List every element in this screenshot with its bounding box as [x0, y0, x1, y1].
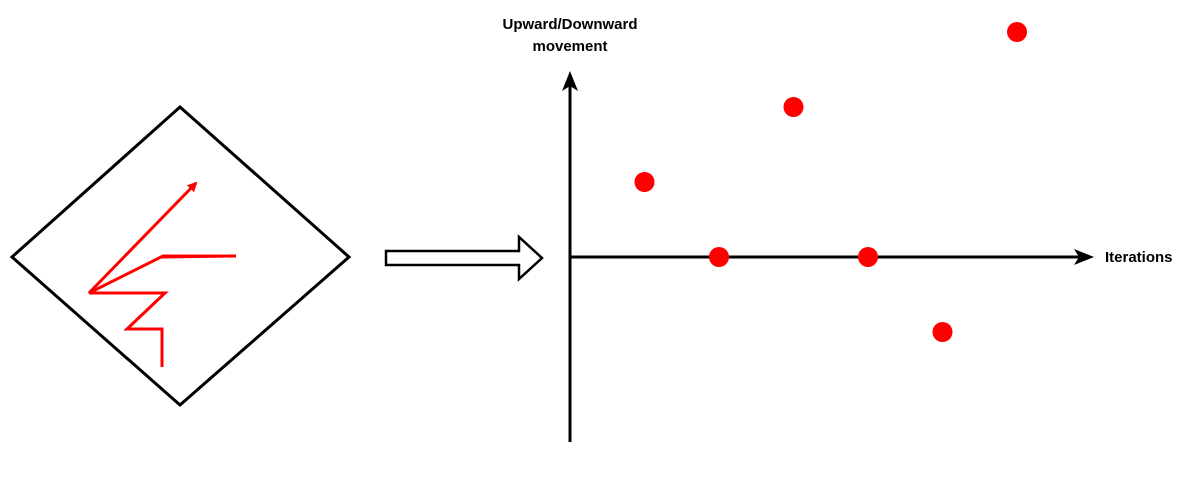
data-point — [634, 172, 655, 192]
data-point — [783, 97, 804, 117]
data-point — [709, 247, 729, 267]
y-axis-arrowhead — [562, 71, 578, 91]
y-axis-label-line1: Upward/Downward — [502, 16, 637, 33]
y-axis-label-line2: movement — [532, 38, 607, 55]
data-point — [858, 247, 878, 267]
data-points — [634, 22, 1027, 342]
data-point — [1007, 22, 1027, 42]
search-space-diamond — [9, 104, 352, 407]
random-walk-path — [87, 181, 237, 367]
x-axis-arrowhead — [1074, 249, 1094, 265]
axes — [562, 71, 1094, 442]
data-point — [932, 322, 953, 342]
x-axis-label: Iterations — [1105, 249, 1173, 266]
transform-arrow — [384, 234, 544, 282]
